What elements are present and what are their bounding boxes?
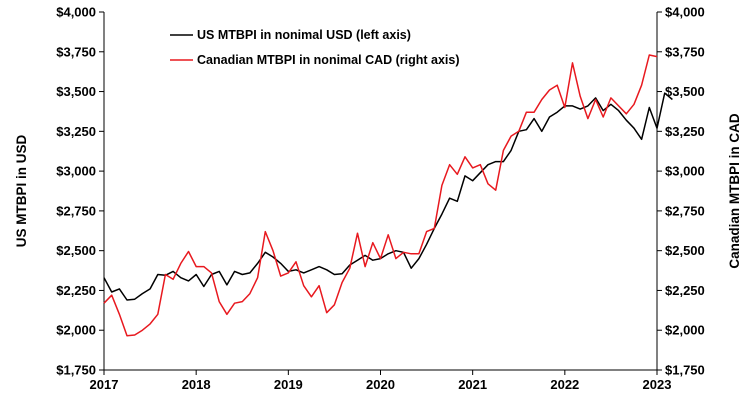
x-tick-label: 2021 (458, 377, 487, 392)
y-tick-label-right: $3,250 (665, 124, 705, 139)
y-tick-label-left: $4,000 (56, 5, 96, 20)
y-tick-label-right: $1,750 (665, 363, 705, 378)
y-ticks-left: $1,750 $2,000 $2,250 $2,500 $2,750 $3,000 $3,2… (56, 5, 104, 378)
y-tick-label-left: $3,000 (56, 164, 96, 179)
y-axis-title-left: US MTBPI in USD (14, 135, 29, 248)
y-tick-label-right: $2,250 (665, 283, 705, 298)
y-tick-label-left: $1,750 (56, 363, 96, 378)
x-tick-label: 2018 (182, 377, 211, 392)
legend-label-us: US MTBPI in nonimal USD (left axis) (197, 28, 411, 42)
y-tick-label-left: $3,750 (56, 44, 96, 59)
y-tick-label-right: $4,000 (665, 5, 705, 20)
series-line-canada (103, 54, 658, 337)
y-tick-label-left: $2,000 (56, 323, 96, 338)
legend: US MTBPI in nonimal USD (left axis) Cana… (170, 28, 460, 67)
x-tick-label: 2019 (274, 377, 303, 392)
x-ticks: 2017 2018 2019 2020 2021 2022 2023 (90, 370, 672, 392)
x-tick-label: 2017 (90, 377, 119, 392)
y-tick-label-right: $3,000 (665, 164, 705, 179)
y-tick-label-right: $3,750 (665, 44, 705, 59)
x-tick-label: 2020 (366, 377, 395, 392)
y-axis-title-right: Canadian MTBPI in CAD (727, 113, 742, 269)
y-tick-label-right: $3,500 (665, 84, 705, 99)
y-tick-label-left: $2,500 (56, 243, 96, 258)
y-tick-label-right: $2,500 (665, 243, 705, 258)
y-tick-label-left: $3,500 (56, 84, 96, 99)
x-tick-label: 2023 (643, 377, 672, 392)
legend-label-ca: Canadian MTBPI in nonimal CAD (right axi… (197, 53, 460, 67)
x-tick-label: 2022 (550, 377, 579, 392)
y-tick-label-left: $3,250 (56, 124, 96, 139)
y-tick-label-left: $2,750 (56, 203, 96, 218)
series-line-us (103, 92, 673, 301)
series-lines (103, 54, 673, 337)
y-ticks-right: $1,750 $2,000 $2,250 $2,500 $2,750 $3,000 $3,2… (657, 5, 705, 378)
y-tick-label-right: $2,000 (665, 323, 705, 338)
y-tick-label-left: $2,250 (56, 283, 96, 298)
y-tick-label-right: $2,750 (665, 203, 705, 218)
